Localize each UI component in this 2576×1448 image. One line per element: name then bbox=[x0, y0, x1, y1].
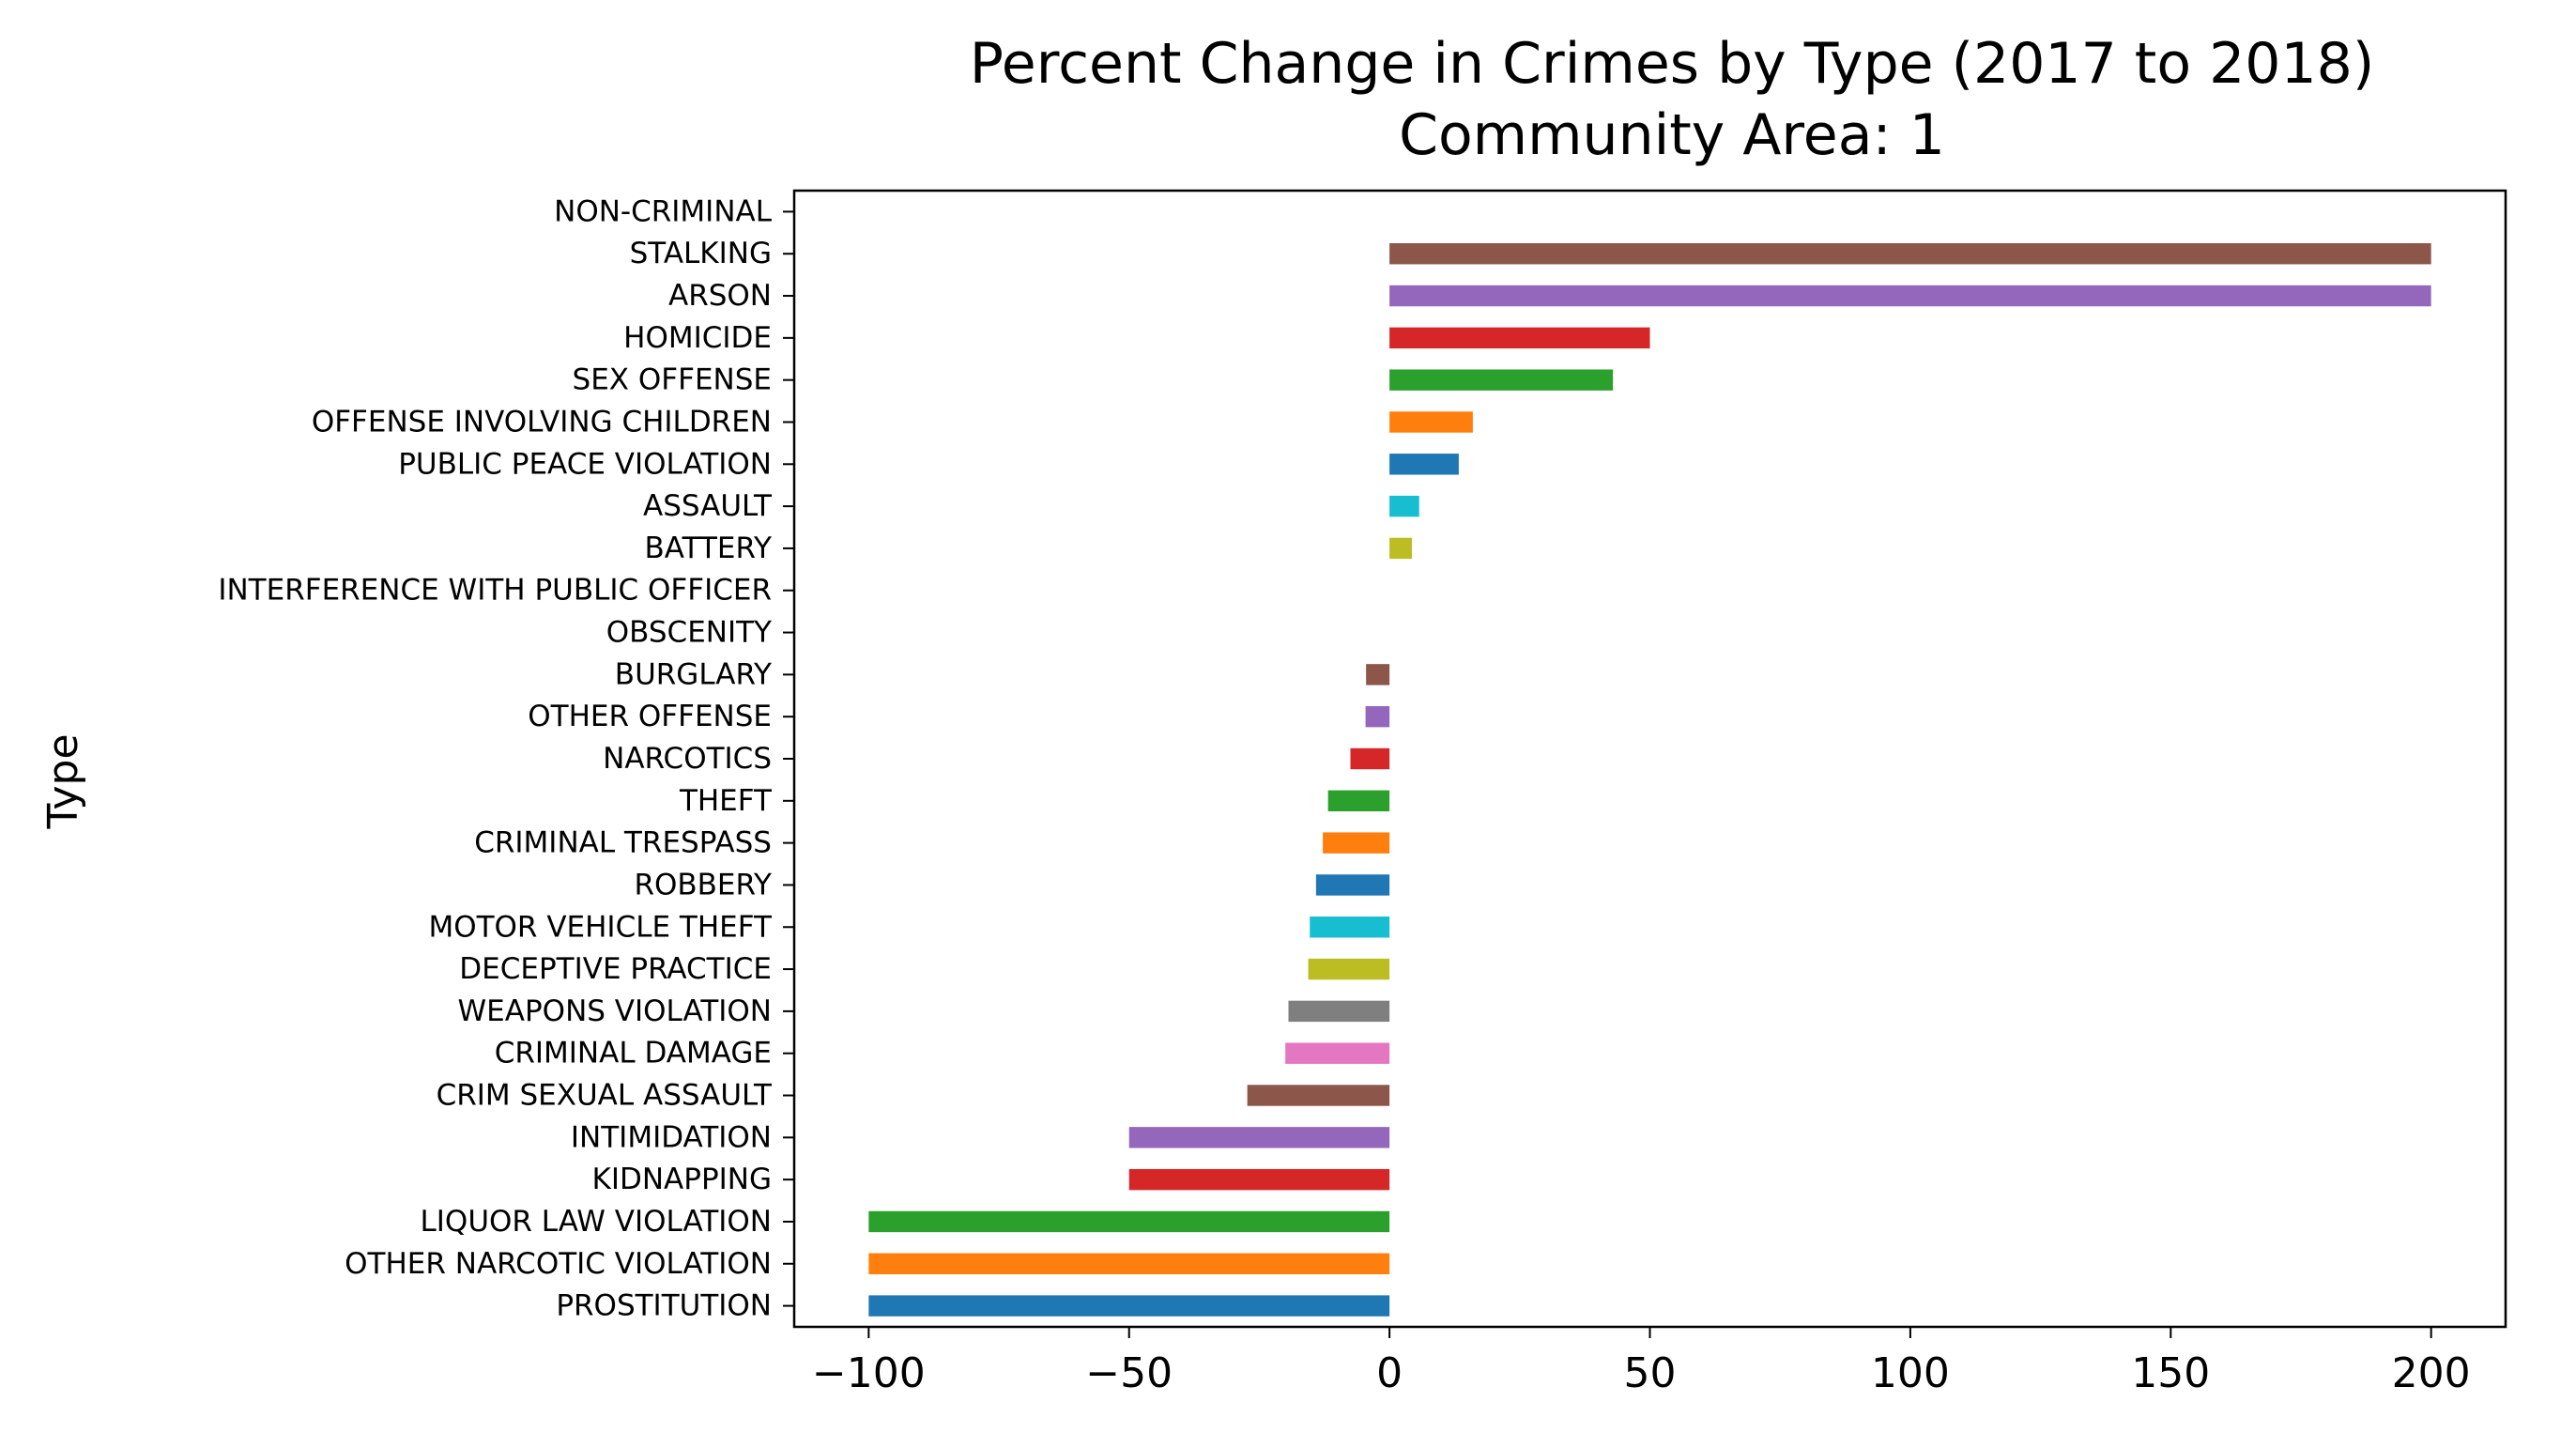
bar bbox=[1285, 1042, 1390, 1064]
chart-title-line-2: Community Area: 1 bbox=[1399, 102, 1945, 168]
category-label: ASSAULT bbox=[643, 489, 773, 523]
category-label: CRIM SEXUAL ASSAULT bbox=[437, 1079, 773, 1113]
category-label: DECEPTIVE PRACTICE bbox=[459, 952, 772, 986]
bar bbox=[1288, 1000, 1390, 1023]
category-label: NARCOTICS bbox=[603, 742, 772, 776]
bar bbox=[1128, 1168, 1390, 1191]
category-label: NON-CRIMINAL bbox=[554, 194, 773, 228]
x-tick-label: 0 bbox=[1376, 1349, 1403, 1397]
x-tick-label: 200 bbox=[2392, 1349, 2471, 1397]
bar bbox=[868, 1253, 1390, 1274]
category-label: STALKING bbox=[630, 237, 772, 270]
bar bbox=[1310, 917, 1390, 938]
bar bbox=[1323, 832, 1390, 854]
bar bbox=[1389, 285, 2431, 307]
bar bbox=[1366, 664, 1390, 685]
category-label: CRIMINAL TRESPASS bbox=[474, 826, 772, 860]
category-label: SEX OFFENSE bbox=[573, 363, 772, 397]
x-tick-label: −50 bbox=[1085, 1349, 1173, 1397]
bar bbox=[1389, 537, 1412, 560]
bar bbox=[1308, 958, 1390, 980]
category-label: THEFT bbox=[679, 784, 773, 818]
bar bbox=[1350, 747, 1390, 770]
bars bbox=[868, 243, 2431, 1317]
x-tick-label: −100 bbox=[812, 1349, 926, 1397]
category-label: OTHER OFFENSE bbox=[528, 700, 772, 733]
category-label: LIQUOR LAW VIOLATION bbox=[421, 1205, 773, 1239]
bar bbox=[868, 1295, 1390, 1317]
category-label: INTIMIDATION bbox=[571, 1120, 772, 1154]
y-axis-label: Type bbox=[39, 733, 87, 829]
category-label: CRIMINAL DAMAGE bbox=[495, 1037, 772, 1071]
category-label: ARSON bbox=[668, 279, 772, 313]
category-label: OTHER NARCOTIC VIOLATION bbox=[345, 1247, 772, 1281]
category-label: OFFENSE INVOLVING CHILDREN bbox=[312, 405, 772, 439]
bar bbox=[1327, 790, 1390, 812]
category-label: PROSTITUTION bbox=[556, 1289, 772, 1323]
bar bbox=[868, 1210, 1390, 1233]
bar bbox=[1365, 705, 1390, 728]
x-tick-label: 100 bbox=[1871, 1349, 1950, 1397]
chart-title-line-1: Percent Change in Crimes by Type (2017 t… bbox=[970, 31, 2374, 97]
bar bbox=[1389, 411, 1473, 433]
category-label: INTERFERENCE WITH PUBLIC OFFICER bbox=[218, 574, 772, 608]
bar bbox=[1389, 495, 1419, 517]
category-label: HOMICIDE bbox=[623, 321, 772, 355]
x-axis: −100 −50 0 50 100 150 200 bbox=[812, 1327, 2471, 1397]
category-label: OBSCENITY bbox=[606, 616, 772, 650]
category-label: WEAPONS VIOLATION bbox=[458, 994, 772, 1028]
category-label: BURGLARY bbox=[615, 657, 772, 691]
bar bbox=[1247, 1085, 1390, 1106]
y-axis: PROSTITUTION OTHER NARCOTIC VIOLATION LIQU… bbox=[218, 194, 794, 1323]
bar bbox=[1389, 327, 1650, 349]
category-label: PUBLIC PEACE VIOLATION bbox=[398, 447, 772, 481]
bar bbox=[1389, 454, 1459, 475]
category-label: BATTERY bbox=[645, 531, 773, 565]
category-label: MOTOR VEHICLE THEFT bbox=[428, 910, 773, 944]
plot-frame bbox=[792, 189, 2507, 1329]
x-tick-label: 150 bbox=[2131, 1349, 2210, 1397]
category-label: KIDNAPPING bbox=[592, 1163, 772, 1196]
category-label: ROBBERY bbox=[634, 868, 772, 901]
bar bbox=[1389, 369, 1614, 391]
bar bbox=[1128, 1127, 1390, 1148]
bar bbox=[1315, 874, 1390, 896]
x-tick-label: 50 bbox=[1624, 1349, 1677, 1397]
bar bbox=[1389, 243, 2431, 265]
